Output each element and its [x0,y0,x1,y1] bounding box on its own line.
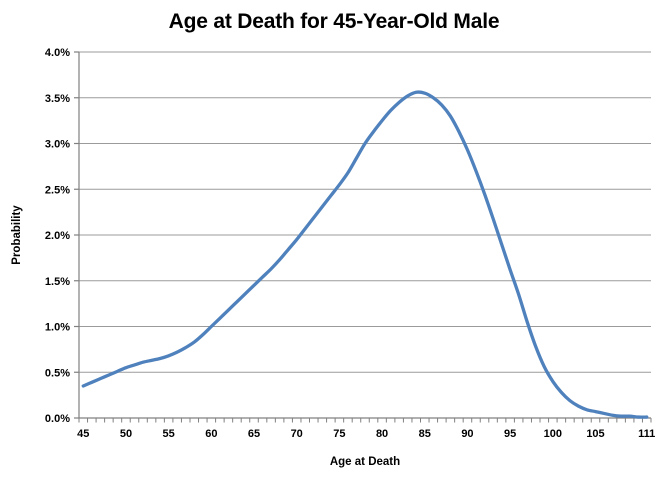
x-tick-label: 95 [504,428,516,440]
x-tick-label: 70 [291,428,303,440]
x-axis-title: Age at Death [329,456,401,468]
x-tick-label: 90 [461,428,473,440]
x-tick-label: 55 [163,428,175,440]
x-tick-label: 105 [586,428,604,440]
x-tick-label: 65 [248,428,260,440]
y-tick-label: 1.5% [45,276,70,288]
y-tick-label: 4.0% [45,47,70,59]
y-tick-label: 2.0% [45,230,70,242]
y-tick-label: 2.5% [45,184,70,196]
x-tick-label: 85 [419,428,431,440]
x-tick-label: 75 [333,428,345,440]
x-tick-label: 60 [205,428,217,440]
y-tick-label: 3.0% [45,139,70,151]
x-tick-label: 100 [544,428,562,440]
x-tick-label: 111 [638,428,655,440]
probability-curve [81,90,649,419]
y-tick-label: 1.0% [45,322,70,334]
x-tick-label: 80 [376,428,388,440]
y-tick-label: 3.5% [45,93,70,105]
x-tick-label: 45 [77,428,89,440]
x-tick-label: 50 [120,428,132,440]
y-tick-label: 0.0% [45,413,70,425]
chart-title: Age at Death for 45-Year-Old Male [168,10,500,33]
y-tick-label: 0.5% [45,367,70,379]
